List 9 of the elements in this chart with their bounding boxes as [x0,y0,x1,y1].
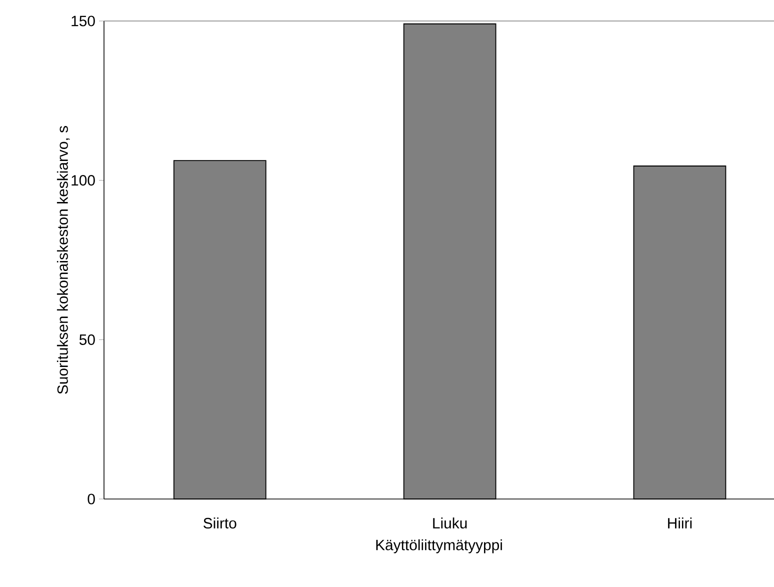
x-tick-label: Hiiri [668,518,692,528]
y-tick-label: 150 [72,16,95,26]
y-axis-title: Suorituksen kokonaiskeston keskiarvo, s [56,126,70,394]
y-tick-label: 50 [79,334,95,345]
x-tick-label: Liuku [433,518,467,528]
y-tick-label: 100 [72,175,95,186]
y-tick-label: 0 [88,494,95,504]
x-tick-label: Siirto [204,518,236,528]
x-axis-title: Käyttöliittymätyyppi [376,539,502,554]
